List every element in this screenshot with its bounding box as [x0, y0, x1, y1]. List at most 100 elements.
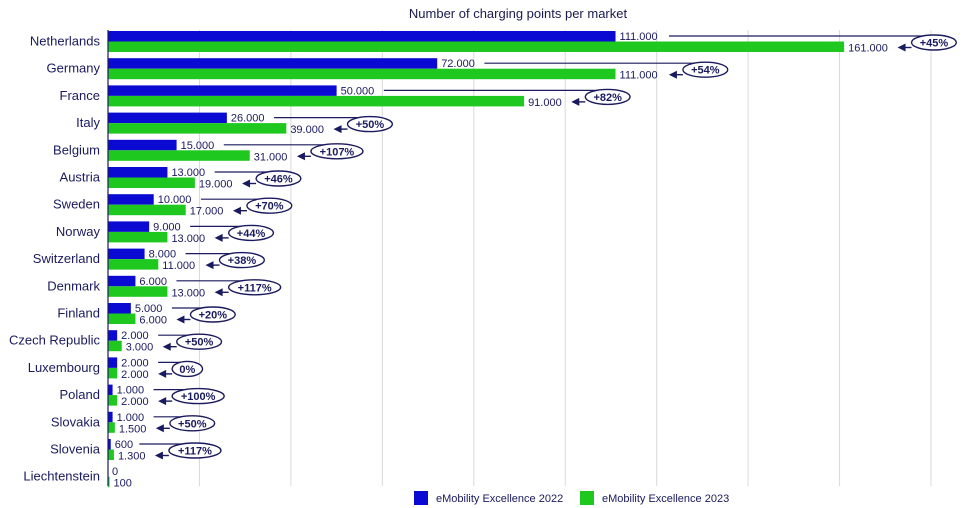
category-label: Finland — [57, 306, 100, 321]
arrow-head-icon — [571, 97, 580, 106]
category-label: Austria — [60, 170, 101, 185]
value-label-2023: 2.000 — [121, 369, 149, 381]
category-label: Belgium — [53, 142, 100, 157]
value-label-2022: 1.000 — [117, 412, 145, 424]
arrow-head-icon — [162, 342, 171, 351]
change-badge — [169, 415, 216, 432]
bar-2023 — [108, 286, 168, 297]
bar-2022 — [108, 194, 154, 205]
change-label: +46% — [264, 174, 293, 186]
arrow-head-icon — [155, 424, 164, 433]
value-label-2022: 2.000 — [121, 357, 149, 369]
category-label: Luxembourg — [28, 360, 100, 375]
value-label-2022: 1.000 — [117, 385, 145, 397]
legend-label-2022: eMobility Excellence 2022 — [436, 493, 563, 505]
value-label-2023: 111.000 — [620, 70, 658, 82]
category-label: Denmark — [47, 278, 100, 293]
change-label: +100% — [181, 391, 216, 403]
bar-2022 — [108, 357, 118, 368]
bar-2022 — [108, 167, 168, 178]
arrow-head-icon — [242, 179, 251, 188]
change-badge — [255, 170, 302, 187]
legend-swatch-2023 — [580, 491, 594, 505]
bar-2022 — [108, 139, 177, 151]
bar-2022 — [108, 303, 131, 314]
bar-2023 — [108, 123, 287, 134]
value-label-2023: 1.500 — [119, 423, 147, 435]
change-label: +38% — [228, 255, 257, 267]
category-label: Czech Republic — [9, 333, 101, 348]
bar-2022 — [108, 31, 616, 42]
value-label-2023: 100 — [114, 478, 132, 490]
value-label-2022: 15.000 — [181, 140, 215, 152]
bar-2023 — [108, 68, 616, 80]
value-label-2022: 50.000 — [341, 85, 375, 97]
bar-2023 — [108, 367, 118, 379]
category-label: Sweden — [53, 197, 100, 212]
change-badge — [171, 387, 225, 405]
change-badge — [310, 143, 364, 160]
value-label-2023: 39.000 — [290, 124, 324, 136]
change-label: +54% — [691, 65, 720, 77]
value-label-2023: 13.000 — [171, 233, 205, 245]
chart-title: Number of charging points per market — [409, 6, 628, 21]
change-badge — [246, 197, 293, 214]
arrow-head-icon — [897, 43, 906, 52]
change-label: +117% — [238, 282, 272, 294]
value-label-2023: 91.000 — [528, 97, 562, 109]
bar-2023 — [108, 95, 525, 107]
bar-2023 — [108, 259, 159, 270]
bar-2023 — [108, 395, 118, 406]
category-label: Slovakia — [51, 414, 101, 429]
category-label: Liechtenstein — [23, 469, 100, 484]
category-label: Italy — [76, 115, 100, 130]
bar-2023 — [108, 177, 195, 188]
bar-2022 — [108, 248, 145, 260]
arrow-head-icon — [154, 451, 163, 460]
value-label-2022: 10.000 — [158, 194, 192, 206]
value-label-2023: 1.300 — [118, 451, 146, 463]
bar-2022 — [108, 58, 438, 69]
value-label-2022: 2.000 — [121, 330, 149, 342]
value-label-2022: 8.000 — [149, 249, 177, 261]
change-label: +50% — [178, 418, 207, 430]
value-label-2022: 6.000 — [139, 276, 167, 288]
bar-2023 — [108, 150, 250, 161]
bar-2023 — [108, 422, 115, 433]
arrow-head-icon — [232, 206, 241, 215]
arrow-head-icon — [205, 261, 214, 270]
change-badge — [218, 251, 265, 269]
bar-2023 — [108, 476, 110, 488]
change-badge — [227, 224, 275, 242]
bar-2023 — [108, 204, 186, 216]
arrow-head-icon — [158, 397, 167, 406]
category-label: Norway — [56, 224, 101, 239]
bar-2022 — [108, 112, 227, 124]
change-badge — [910, 34, 958, 51]
value-label-2023: 2.000 — [121, 396, 149, 408]
value-label-2023: 17.000 — [190, 206, 224, 218]
bar-2023 — [108, 449, 114, 460]
value-label-2022: 9.000 — [153, 221, 181, 233]
arrow-head-icon — [296, 152, 305, 161]
bar-2022 — [108, 411, 113, 423]
change-badge — [171, 360, 204, 378]
bar-2022 — [108, 384, 113, 396]
legend: eMobility Excellence 2022 eMobility Exce… — [414, 491, 729, 505]
bar-2023 — [108, 41, 845, 52]
bar-2022 — [108, 439, 111, 450]
value-label-2022: 72.000 — [441, 58, 475, 70]
change-badge — [189, 306, 236, 323]
value-label-2023: 6.000 — [139, 315, 167, 327]
value-label-2022: 13.000 — [171, 167, 205, 179]
bar-2022 — [108, 330, 118, 341]
arrow-head-icon — [333, 125, 342, 134]
change-label: +70% — [255, 201, 284, 213]
legend-swatch-2022 — [414, 491, 428, 505]
bar-2023 — [108, 313, 136, 324]
category-label: Poland — [60, 387, 100, 402]
legend-label-2023: eMobility Excellence 2023 — [602, 493, 729, 505]
change-label: +45% — [920, 38, 949, 50]
value-label-2023: 19.000 — [199, 179, 233, 191]
